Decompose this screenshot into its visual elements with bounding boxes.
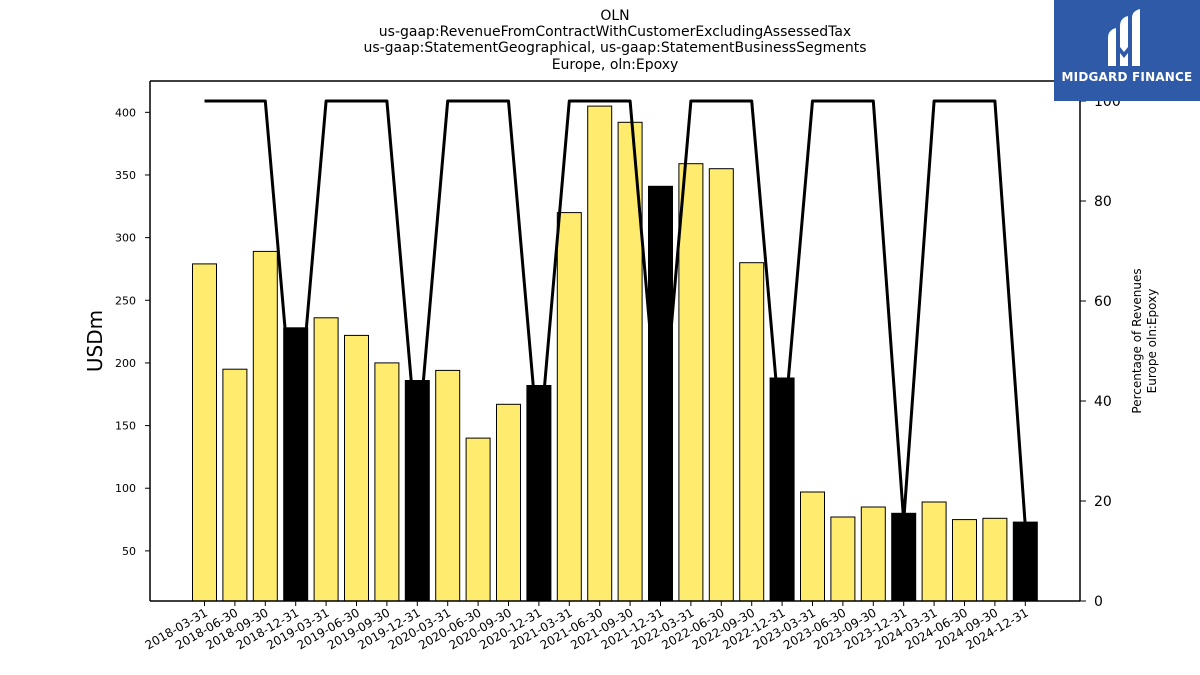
title-line-3: us-gaap:StatementGeographical, us-gaap:S… bbox=[363, 40, 866, 56]
y2-axis-label-line-2: Europe oln:Epoxy bbox=[1145, 289, 1159, 394]
bar-2021-03-31 bbox=[556, 212, 582, 602]
bar-series bbox=[192, 105, 1038, 602]
y2-axis-label-line-1: Percentage of Revenues bbox=[1130, 268, 1144, 413]
bar-2018-06-30 bbox=[222, 368, 248, 602]
y2-tick-label: 0 bbox=[1094, 594, 1103, 610]
y-tick-label: 350 bbox=[115, 169, 136, 182]
bar-2023-09-30 bbox=[860, 506, 886, 602]
y-tick-label: 50 bbox=[122, 545, 136, 558]
y-tick-label: 250 bbox=[115, 294, 136, 307]
bar-2019-06-30 bbox=[344, 334, 369, 602]
bar-2022-09-30 bbox=[739, 262, 765, 602]
y-tick-label: 300 bbox=[115, 232, 136, 245]
percentage-line-series bbox=[204, 99, 1027, 527]
logo-mark-icon bbox=[1108, 9, 1140, 66]
bar-2020-03-31 bbox=[435, 369, 461, 602]
y-tick-label: 400 bbox=[115, 106, 136, 119]
bar-2020-06-30 bbox=[465, 437, 491, 602]
y-tick-label: 100 bbox=[115, 482, 136, 495]
y2-tick-label: 80 bbox=[1094, 194, 1112, 210]
y2-tick-label: 40 bbox=[1094, 394, 1112, 410]
bar-2020-12-31 bbox=[526, 385, 552, 602]
bar-2023-12-31 bbox=[891, 512, 917, 602]
bar-2019-09-30 bbox=[374, 362, 400, 602]
bar-2022-12-31 bbox=[769, 377, 795, 602]
bar-2019-12-31 bbox=[404, 380, 430, 602]
bar-2024-12-31 bbox=[1012, 521, 1038, 602]
x-axis-ticks: 2018-03-312018-06-302018-09-302018-12-31… bbox=[143, 601, 1031, 652]
bar-2020-09-30 bbox=[496, 403, 521, 602]
y-axis-ticks: 50 100 150 200 250 300 350 400 bbox=[115, 106, 150, 558]
title-line-4: Europe, oln:Epoxy bbox=[552, 57, 679, 73]
y-tick-label: 200 bbox=[115, 357, 136, 370]
chart-title: OLN us-gaap:RevenueFromContractWithCusto… bbox=[363, 8, 866, 73]
bar-2023-03-31 bbox=[800, 491, 825, 602]
midgard-finance-logo: MIDGARD FINANCE bbox=[1054, 0, 1200, 101]
bar-2024-03-31 bbox=[921, 501, 947, 602]
bar-2023-06-30 bbox=[830, 516, 856, 602]
y-axis-label: USDm bbox=[83, 310, 107, 372]
bar-2022-03-31 bbox=[678, 163, 704, 602]
logo-text: MIDGARD FINANCE bbox=[1061, 70, 1193, 84]
bar-2022-06-30 bbox=[708, 168, 734, 602]
y2-tick-label: 20 bbox=[1094, 494, 1112, 510]
bar-2018-09-30 bbox=[252, 250, 278, 602]
percentage-line bbox=[204, 99, 1027, 527]
title-line-2: us-gaap:RevenueFromContractWithCustomerE… bbox=[379, 24, 851, 40]
y2-tick-label: 60 bbox=[1094, 294, 1112, 310]
bar-2021-06-30 bbox=[587, 105, 613, 602]
title-line-1: OLN bbox=[600, 8, 629, 24]
bar-2018-03-31 bbox=[192, 263, 217, 602]
y-tick-label: 150 bbox=[115, 420, 136, 433]
bar-2021-12-31 bbox=[648, 185, 673, 602]
bar-2019-03-31 bbox=[313, 317, 339, 602]
bar-2024-09-30 bbox=[982, 517, 1008, 602]
bar-2024-06-30 bbox=[952, 519, 977, 602]
axes bbox=[149, 80, 1081, 602]
